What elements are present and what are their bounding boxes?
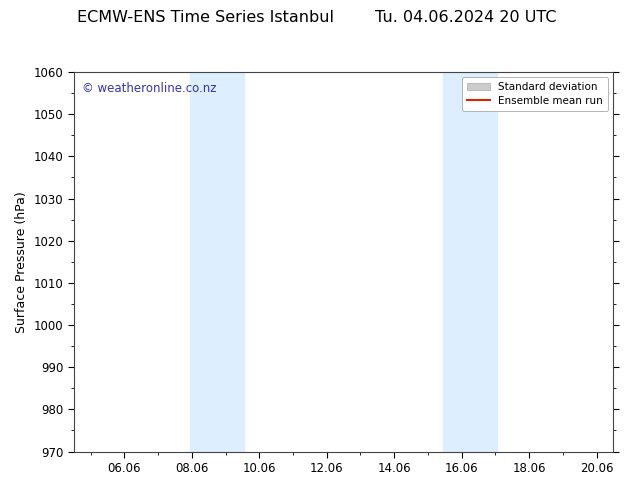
Y-axis label: Surface Pressure (hPa): Surface Pressure (hPa) [15, 191, 28, 333]
Bar [190, 72, 244, 452]
Legend: Standard deviation, Ensemble mean run: Standard deviation, Ensemble mean run [462, 77, 608, 111]
Text: © weatheronline.co.nz: © weatheronline.co.nz [82, 81, 216, 95]
Bar [443, 72, 497, 452]
Text: ECMW-ENS Time Series Istanbul        Tu. 04.06.2024 20 UTC: ECMW-ENS Time Series Istanbul Tu. 04.06.… [77, 10, 557, 25]
